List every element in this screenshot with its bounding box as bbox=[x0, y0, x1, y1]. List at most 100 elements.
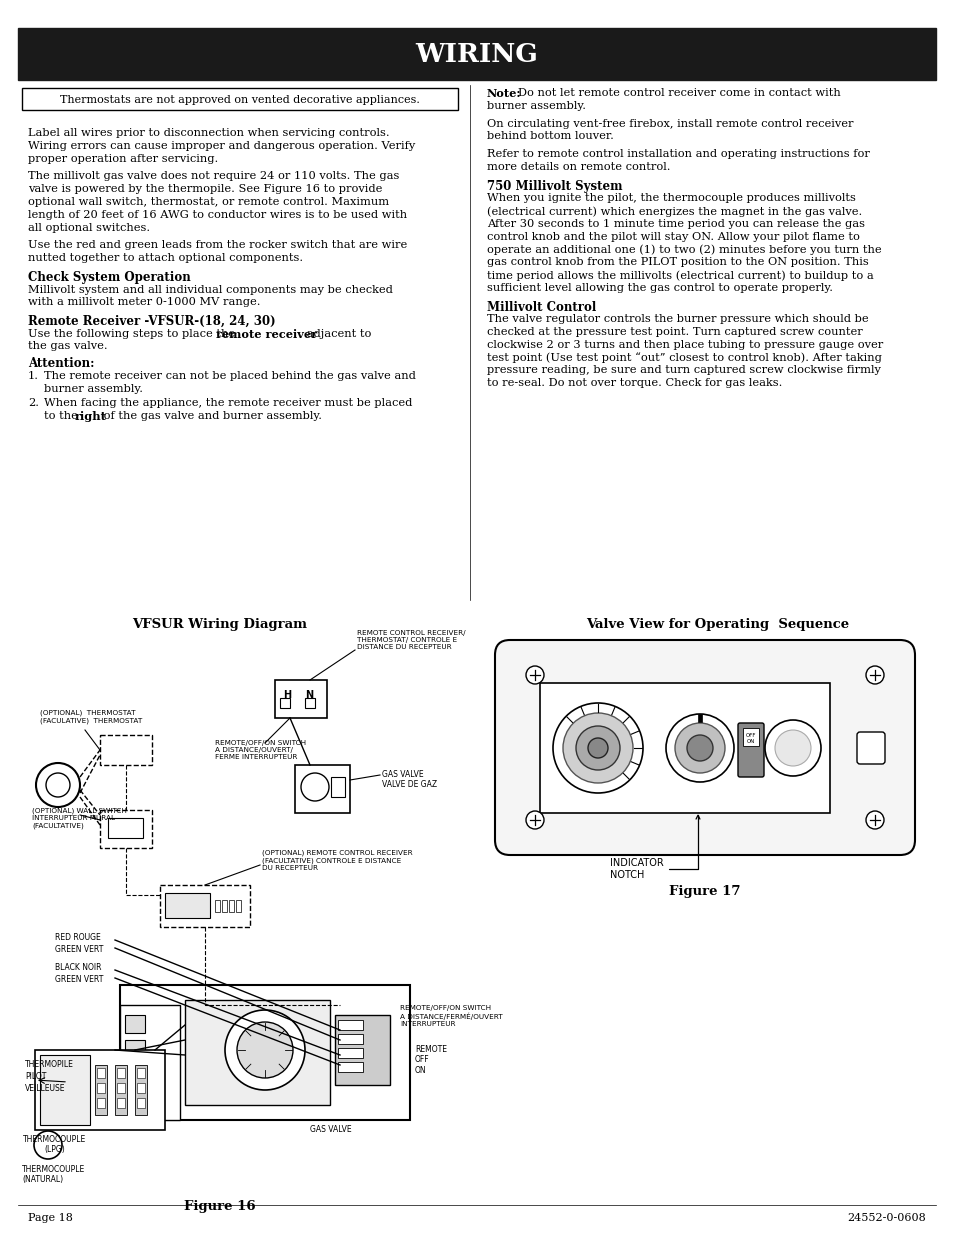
Text: checked at the pressure test point. Turn captured screw counter: checked at the pressure test point. Turn… bbox=[486, 327, 862, 337]
Circle shape bbox=[865, 666, 883, 684]
Bar bbox=[274, 680, 327, 718]
Text: BLACK NOIR: BLACK NOIR bbox=[55, 963, 101, 972]
Text: VEILLEUSE: VEILLEUSE bbox=[25, 1084, 66, 1093]
Bar bbox=[117, 1083, 125, 1093]
Text: Millivolt system and all individual components may be checked: Millivolt system and all individual comp… bbox=[28, 284, 393, 294]
Text: The millivolt gas valve does not require 24 or 110 volts. The gas: The millivolt gas valve does not require… bbox=[28, 172, 399, 182]
Bar bbox=[120, 986, 410, 1120]
Bar bbox=[97, 1068, 105, 1078]
Text: PILOT: PILOT bbox=[25, 1072, 47, 1081]
Text: Figure 17: Figure 17 bbox=[669, 885, 740, 898]
Text: valve is powered by the thermopile. See Figure 16 to provide: valve is powered by the thermopile. See … bbox=[28, 184, 382, 194]
Text: (OPTIONAL) WALL SWITCH
INTERRUPTEUR MURAL
(FACULTATIVE): (OPTIONAL) WALL SWITCH INTERRUPTEUR MURA… bbox=[32, 808, 127, 829]
Bar bbox=[229, 900, 233, 911]
Text: Figure 16: Figure 16 bbox=[184, 1200, 255, 1213]
Text: operate an additional one (1) to two (2) minutes before you turn the: operate an additional one (1) to two (2)… bbox=[486, 245, 881, 256]
Bar bbox=[125, 1015, 145, 1032]
Bar bbox=[22, 88, 457, 110]
Bar bbox=[18, 28, 935, 80]
Bar bbox=[117, 1068, 125, 1078]
Text: burner assembly.: burner assembly. bbox=[44, 384, 143, 394]
Bar bbox=[337, 1034, 363, 1044]
Bar bbox=[40, 1055, 90, 1125]
Bar bbox=[294, 764, 350, 813]
Circle shape bbox=[587, 739, 607, 758]
Text: 750 Millivolt System: 750 Millivolt System bbox=[486, 180, 622, 193]
Text: the gas valve.: the gas valve. bbox=[28, 341, 108, 352]
Bar bbox=[137, 1068, 145, 1078]
Text: WIRING: WIRING bbox=[416, 42, 537, 68]
Text: Use the red and green leads from the rocker switch that are wire: Use the red and green leads from the roc… bbox=[28, 241, 407, 251]
Text: Refer to remote control installation and operating instructions for: Refer to remote control installation and… bbox=[486, 149, 869, 159]
Text: GAS VALVE
VALVE DE GAZ: GAS VALVE VALVE DE GAZ bbox=[381, 769, 436, 789]
Circle shape bbox=[774, 730, 810, 766]
Text: GREEN VERT: GREEN VERT bbox=[55, 946, 103, 955]
Bar bbox=[305, 698, 314, 708]
Text: 2.: 2. bbox=[28, 399, 39, 409]
Text: Page 18: Page 18 bbox=[28, 1213, 72, 1223]
Circle shape bbox=[34, 1131, 62, 1158]
Text: gas control knob from the PILOT position to the ON position. This: gas control knob from the PILOT position… bbox=[486, 257, 868, 267]
FancyBboxPatch shape bbox=[495, 640, 914, 855]
Circle shape bbox=[236, 1023, 293, 1078]
Circle shape bbox=[764, 720, 821, 776]
Text: REMOTE CONTROL RECEIVER/
THERMOSTAT/ CONTROLE E
DISTANCE DU RECEPTEUR: REMOTE CONTROL RECEIVER/ THERMOSTAT/ CON… bbox=[356, 630, 465, 650]
Text: REMOTE/OFF/ON SWITCH
A DISTANCE/FERMÉ/OUVERT
INTERRUPTEUR: REMOTE/OFF/ON SWITCH A DISTANCE/FERMÉ/OU… bbox=[399, 1005, 502, 1026]
Bar bbox=[125, 1065, 145, 1083]
Text: of the gas valve and burner assembly.: of the gas valve and burner assembly. bbox=[100, 411, 322, 421]
Text: Use the following steps to place the: Use the following steps to place the bbox=[28, 329, 238, 338]
FancyBboxPatch shape bbox=[856, 732, 884, 764]
Bar bbox=[160, 885, 250, 927]
Text: When you ignite the pilot, the thermocouple produces millivolts: When you ignite the pilot, the thermocou… bbox=[486, 194, 855, 204]
Text: H: H bbox=[283, 690, 291, 700]
Bar bbox=[115, 1065, 127, 1115]
Bar bbox=[337, 1062, 363, 1072]
Circle shape bbox=[865, 811, 883, 829]
Text: Wiring errors can cause improper and dangerous operation. Verify: Wiring errors can cause improper and dan… bbox=[28, 141, 415, 151]
Text: VFSUR Wiring Diagram: VFSUR Wiring Diagram bbox=[132, 618, 307, 631]
Text: GAS VALVE: GAS VALVE bbox=[310, 1125, 352, 1134]
Bar bbox=[280, 698, 290, 708]
Bar bbox=[35, 1050, 165, 1130]
Text: sufficient level allowing the gas control to operate properly.: sufficient level allowing the gas contro… bbox=[486, 283, 832, 293]
Circle shape bbox=[525, 666, 543, 684]
Text: Note:: Note: bbox=[486, 88, 521, 99]
Bar bbox=[335, 1015, 390, 1086]
Text: Do not let remote control receiver come in contact with: Do not let remote control receiver come … bbox=[517, 88, 840, 98]
Circle shape bbox=[553, 703, 642, 793]
Bar bbox=[165, 893, 210, 918]
Text: The valve regulator controls the burner pressure which should be: The valve regulator controls the burner … bbox=[486, 314, 868, 325]
Bar bbox=[235, 900, 241, 911]
Circle shape bbox=[686, 735, 712, 761]
Text: 24552-0-0608: 24552-0-0608 bbox=[846, 1213, 925, 1223]
Text: N: N bbox=[305, 690, 313, 700]
Bar bbox=[214, 900, 220, 911]
Bar bbox=[100, 735, 152, 764]
Text: RED ROUGE: RED ROUGE bbox=[55, 934, 101, 942]
Bar bbox=[337, 1020, 363, 1030]
Text: (OPTIONAL)  THERMOSTAT
(FACULATIVE)  THERMOSTAT: (OPTIONAL) THERMOSTAT (FACULATIVE) THERM… bbox=[40, 710, 142, 724]
Text: INDICATOR
NOTCH: INDICATOR NOTCH bbox=[609, 815, 700, 879]
Text: GREEN VERT: GREEN VERT bbox=[55, 976, 103, 984]
Text: REMOTE
OFF
ON: REMOTE OFF ON bbox=[415, 1045, 447, 1074]
Text: to re-seal. Do not over torque. Check for gas leaks.: to re-seal. Do not over torque. Check fo… bbox=[486, 378, 781, 388]
Text: test point (Use test point “out” closest to control knob). After taking: test point (Use test point “out” closest… bbox=[486, 353, 881, 363]
Text: On circulating vent-free firebox, install remote control receiver: On circulating vent-free firebox, instal… bbox=[486, 119, 853, 128]
Text: THERMOPILE: THERMOPILE bbox=[25, 1060, 73, 1070]
Circle shape bbox=[301, 773, 329, 802]
Text: After 30 seconds to 1 minute time period you can release the gas: After 30 seconds to 1 minute time period… bbox=[486, 219, 864, 228]
Bar bbox=[185, 1000, 330, 1105]
Text: (OPTIONAL) REMOTE CONTROL RECEIVER
(FACULTATIVE) CONTROLE E DISTANCE
DU RECEPTEU: (OPTIONAL) REMOTE CONTROL RECEIVER (FACU… bbox=[262, 850, 413, 871]
Bar bbox=[95, 1065, 107, 1115]
Text: Valve View for Operating  Sequence: Valve View for Operating Sequence bbox=[586, 618, 849, 631]
Bar bbox=[100, 810, 152, 848]
Text: adjacent to: adjacent to bbox=[303, 329, 371, 338]
Text: Check System Operation: Check System Operation bbox=[28, 270, 191, 284]
Text: (electrical current) which energizes the magnet in the gas valve.: (electrical current) which energizes the… bbox=[486, 206, 862, 216]
Text: THERMOCOUPLE
(LPG): THERMOCOUPLE (LPG) bbox=[24, 1135, 87, 1155]
Text: optional wall switch, thermostat, or remote control. Maximum: optional wall switch, thermostat, or rem… bbox=[28, 198, 389, 207]
Circle shape bbox=[36, 763, 80, 806]
Circle shape bbox=[576, 726, 619, 769]
Bar bbox=[222, 900, 227, 911]
Bar bbox=[137, 1083, 145, 1093]
